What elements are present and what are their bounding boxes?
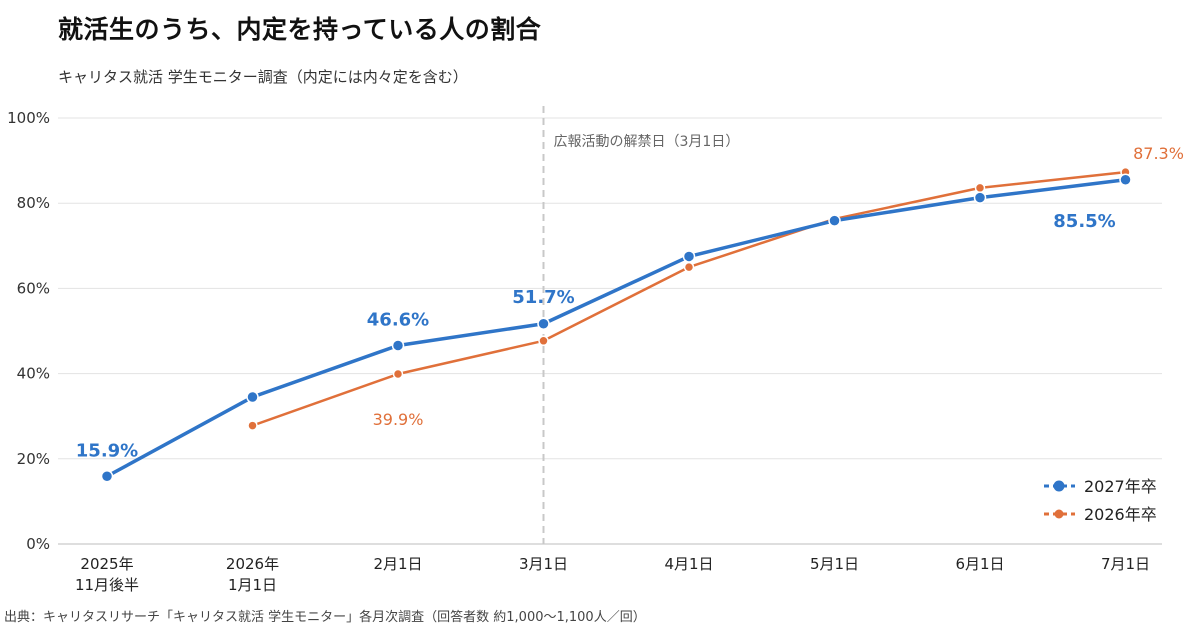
data-label: 87.3% (1133, 144, 1184, 163)
data-point-2026 (538, 335, 549, 347)
chart-title: 就活生のうち、内定を持っている人の割合 (58, 15, 542, 44)
data-point-2027 (1119, 173, 1132, 187)
x-tick-label: 2025年 (80, 555, 133, 573)
series-line-2027 (105, 178, 1128, 479)
data-label: 51.7% (512, 287, 574, 308)
x-tick-label: 7月1日 (1101, 555, 1150, 573)
x-tick-label: 6月1日 (955, 555, 1004, 573)
legend-label: 2026年卒 (1084, 505, 1157, 524)
data-point-2026 (974, 182, 986, 194)
x-tick-label: 3月1日 (519, 555, 568, 573)
x-tick-label: 4月1日 (664, 555, 713, 573)
y-tick-label: 80% (17, 194, 50, 212)
event-label: 広報活動の解禁日（3月1日） (554, 134, 740, 150)
y-tick-label: 60% (17, 279, 50, 297)
y-tick-label: 100% (7, 109, 50, 127)
data-label: 46.6% (367, 309, 429, 330)
data-point-2027 (973, 191, 987, 204)
data-label: 15.9% (76, 440, 138, 461)
data-point-2027 (391, 339, 405, 352)
x-tick-label: 2026年 (226, 555, 279, 573)
data-point-2027 (246, 390, 259, 404)
source-note: 出典：キャリタスリサーチ「キャリタス就活 学生モニター」各月次調査（回答者数 約… (4, 610, 646, 625)
legend-swatch-marker (1054, 509, 1064, 519)
data-point-2027 (537, 317, 550, 331)
y-tick-label: 20% (17, 450, 50, 468)
data-point-2027 (828, 214, 841, 227)
y-tick-label: 0% (26, 535, 50, 553)
series-line-2026 (251, 170, 1127, 427)
data-point-2026 (392, 368, 404, 380)
data-label: 39.9% (373, 410, 424, 429)
y-tick-label: 40% (17, 365, 50, 383)
legend-swatch-marker (1053, 480, 1065, 492)
x-tick-label: 1月1日 (228, 576, 277, 594)
data-point-2026 (683, 261, 695, 273)
data-label: 85.5% (1053, 211, 1115, 232)
data-point-2027 (682, 250, 696, 263)
legend-label: 2027年卒 (1084, 477, 1157, 496)
x-tick-label: 5月1日 (810, 555, 859, 573)
chart-subtitle: キャリタス就活 学生モニター調査（内定には内々定を含む） (58, 68, 468, 86)
x-tick-label: 11月後半 (75, 576, 139, 594)
x-tick-label: 2月1日 (373, 555, 422, 573)
data-point-2027 (100, 470, 114, 483)
data-point-2026 (247, 420, 258, 431)
